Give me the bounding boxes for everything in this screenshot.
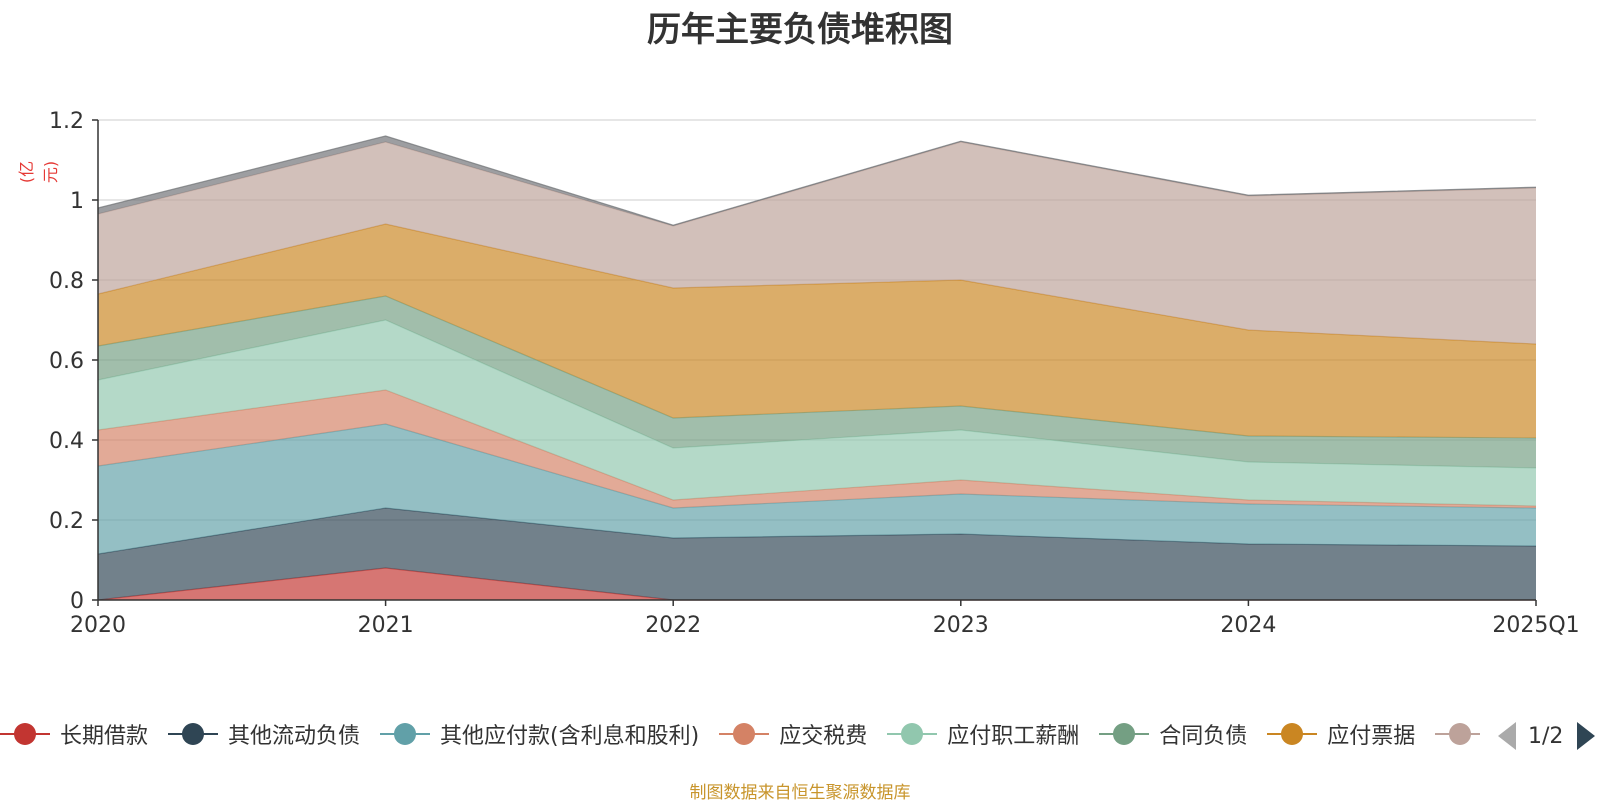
y-tick-label: 0: [70, 589, 84, 614]
area-series-7: [98, 142, 1536, 344]
x-tick-label: 2024: [1220, 613, 1276, 638]
area-series-3: [98, 390, 1536, 508]
pager-text: 1/2: [1528, 723, 1564, 749]
y-tick-label: 0.2: [49, 509, 84, 534]
legend-marker-icon: [168, 723, 219, 745]
legend-marker-icon: [380, 723, 431, 745]
legend-marker-icon: [1435, 723, 1480, 745]
x-tick-label: 2021: [358, 613, 414, 638]
area-series-5: [98, 296, 1536, 468]
legend-label: 长期借款: [60, 724, 149, 749]
legend-marker-icon: [0, 723, 50, 745]
area-series-6: [98, 224, 1536, 438]
x-tick-label: 2025Q1: [1492, 613, 1579, 638]
x-tick-label: 2023: [933, 613, 989, 638]
legend-item[interactable]: 应付票据: [1267, 718, 1415, 750]
legend-label: 其他流动负债: [228, 724, 361, 749]
legend-item[interactable]: 应付账款: [1435, 718, 1480, 750]
area-edge-8: [97, 135, 1537, 226]
area-series-2: [98, 424, 1536, 554]
legend-label: 应交税费: [779, 724, 868, 749]
legend-item[interactable]: 合同负债: [1099, 718, 1247, 750]
legend-marker-icon: [1267, 723, 1318, 745]
y-tick-label: 0.8: [49, 269, 84, 294]
legend-item[interactable]: 应付职工薪酬: [887, 718, 1079, 750]
legend-item[interactable]: 其他流动负债: [168, 718, 360, 750]
legend-marker-icon: [887, 723, 938, 745]
y-tick-label: 1.2: [49, 109, 84, 134]
legend: 长期借款 其他流动负债 其他应付款(含利息和股利) 应交税费 应付职工薪酬 合同负债 应付票…: [0, 718, 1480, 754]
pager-prev-icon[interactable]: [1498, 722, 1516, 750]
data-source-note: 制图数据来自恒生聚源数据库: [689, 783, 911, 803]
x-tick-label: 2022: [645, 613, 701, 638]
legend-item[interactable]: 其他应付款(含利息和股利): [380, 718, 699, 750]
legend-pager: 1/2: [1498, 718, 1596, 754]
legend-label: 合同负债: [1159, 724, 1248, 749]
y-tick-label: 1: [70, 189, 84, 214]
legend-marker-icon: [719, 723, 770, 745]
legend-item[interactable]: 长期借款: [0, 718, 148, 750]
area-series-4: [98, 320, 1536, 506]
legend-label: 其他应付款(含利息和股利): [440, 724, 700, 749]
area-series-1: [98, 508, 1536, 600]
pager-next-icon[interactable]: [1577, 722, 1596, 750]
y-tick-label: 0.6: [49, 349, 84, 374]
legend-label: 应付职工薪酬: [947, 724, 1080, 749]
stacked-area-chart: 0 0.2 0.4 0.6 0.8 1 1.2 2020 2021 2022 2023 2024 202…: [49, 109, 1580, 638]
x-tick-label: 2020: [70, 613, 126, 638]
y-tick-label: 0.4: [49, 429, 84, 454]
chart-title: 历年主要负债堆积图: [647, 10, 953, 50]
legend-label: 应付票据: [1327, 724, 1416, 749]
legend-item[interactable]: 应交税费: [719, 718, 867, 750]
legend-marker-icon: [1099, 723, 1150, 745]
